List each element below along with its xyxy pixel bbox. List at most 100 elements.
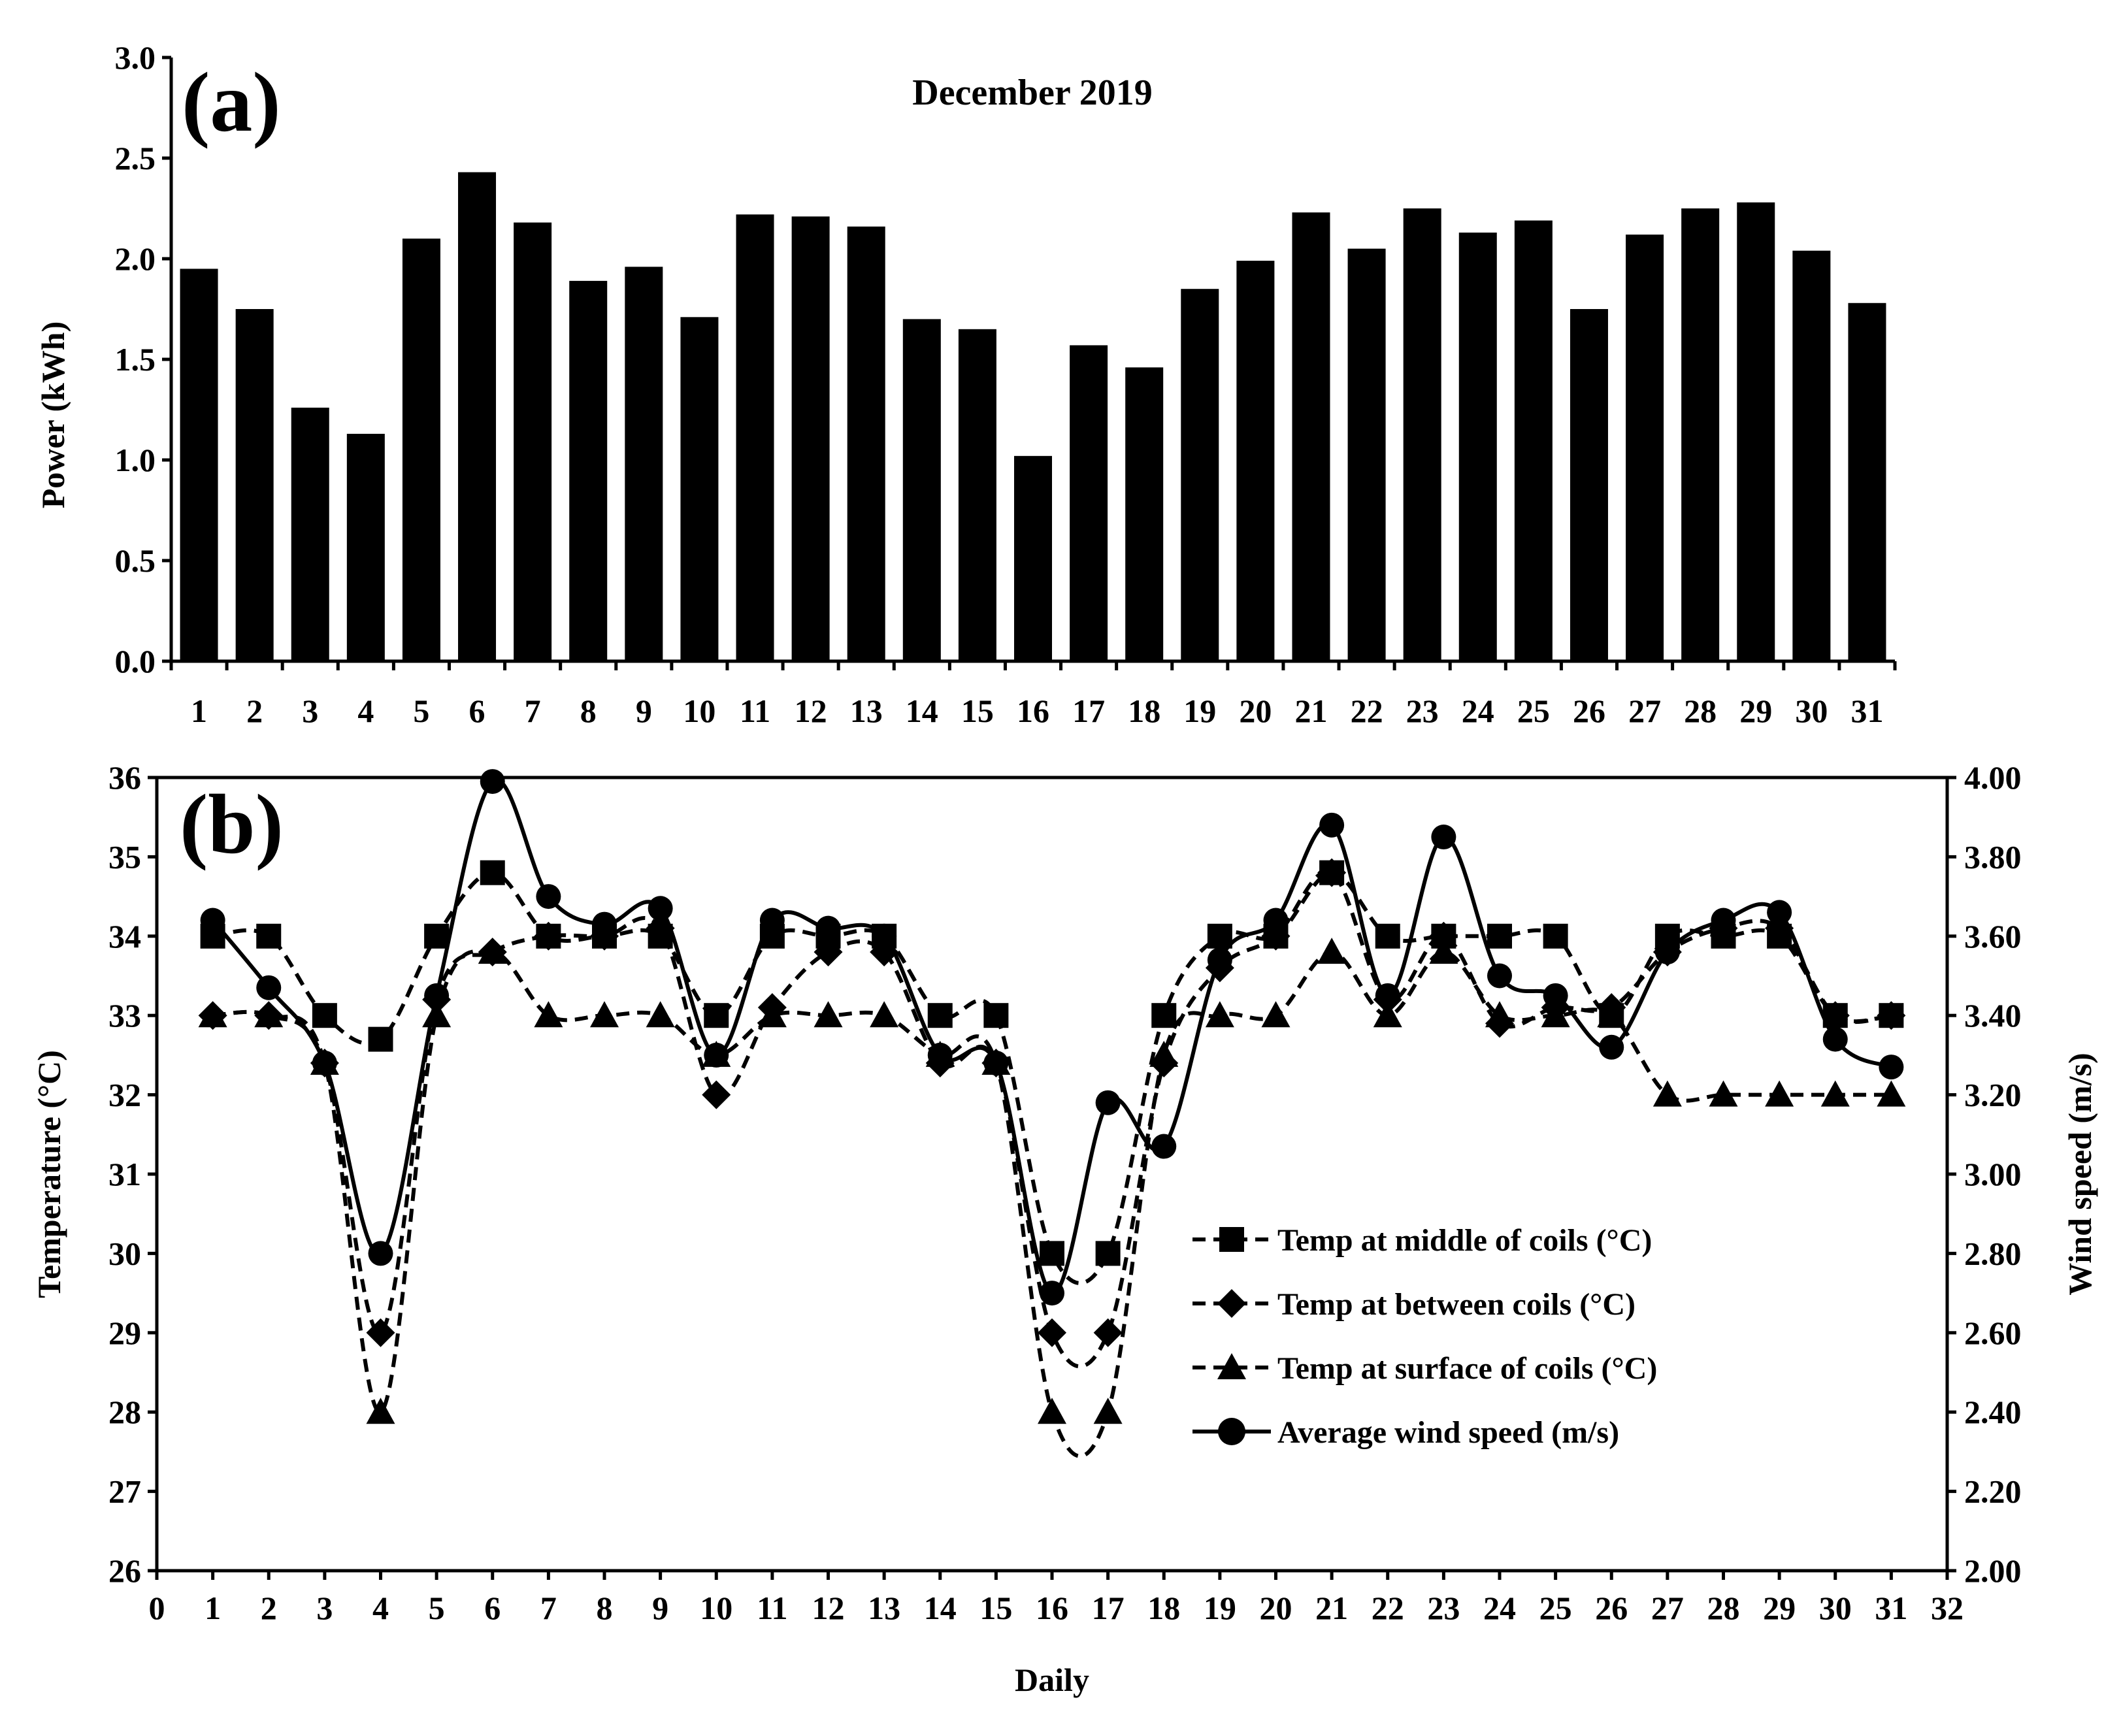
panel-b-right-ytick-label: 2.00 [1964,1552,2022,1589]
panel-b-left-y-ticks: 26 27 28 29 30 31 32 33 34 35 36 [108,759,157,1589]
marker-wind-day-4 [368,1241,393,1266]
panel-a-ytick-label: 0.5 [115,542,156,579]
bar-day-15 [958,329,996,661]
marker-between-day-31 [1877,1001,1906,1030]
panel-b-x-ticks: 0 1 2 3 4 5 6 7 8 9 10 11 12 13 14 15 16 17 18 19 20 21 22 23 24… [149,1571,1964,1626]
panel-b-xtick-label: 27 [1651,1590,1684,1626]
marker-wind-day-10 [704,1042,729,1068]
panel-a-xtick-label: 15 [961,693,994,729]
bar-day-2 [235,309,274,661]
marker-surface-day-9 [646,1001,675,1028]
marker-middle-day-3 [312,1003,337,1028]
panel-b-xtick-label: 5 [429,1590,445,1626]
bar-day-30 [1792,250,1831,661]
panel-a-xtick-label: 28 [1684,693,1717,729]
marker-wind-day-13 [872,923,897,949]
panel-b-right-ytick-label: 2.20 [1964,1473,2022,1510]
bar-day-23 [1403,208,1441,661]
marker-wind-day-1 [200,908,225,933]
panel-b-left-ytick-label: 28 [108,1394,141,1430]
legend-item-between: Temp at between coils (°C) [1192,1287,1636,1322]
panel-a-ytick-label: 1.5 [115,341,156,378]
legend-label-middle: Temp at middle of coils (°C) [1277,1223,1652,1258]
panel-a-ytick-label: 3.0 [115,39,156,76]
marker-between-day-4 [366,1318,395,1347]
bar-day-5 [402,238,440,661]
marker-surface-day-13 [870,1001,899,1028]
panel-b-xtick-label: 1 [205,1590,221,1626]
marker-between-day-12 [814,938,843,967]
panel-b-xtick-label: 14 [924,1590,957,1626]
panel-b-xtick-label: 26 [1595,1590,1628,1626]
marker-middle-day-5 [424,923,450,949]
panel-b-right-ytick-label: 4.00 [1964,759,2022,796]
bar-day-25 [1514,220,1553,662]
panel-b-xtick-label: 24 [1483,1590,1516,1626]
panel-a-xtick-label: 11 [740,693,770,729]
panel-b-left-ytick-label: 35 [108,838,141,875]
marker-wind-day-8 [592,911,617,937]
panel-a-xtick-label: 10 [683,693,715,729]
marker-surface-day-21 [1317,938,1347,964]
marker-surface-day-29 [1765,1080,1794,1107]
panel-a-xtick-label: 16 [1017,693,1049,729]
panel-b-right-ytick-label: 3.00 [1964,1156,2022,1192]
panel-b-left-ytick-label: 33 [108,997,141,1034]
panel-a-xtick-label: 25 [1517,693,1550,729]
marker-middle-day-16 [1040,1241,1064,1266]
marker-wind-day-18 [1151,1134,1177,1159]
marker-wind-day-25 [1543,983,1568,1008]
panel-b-xtick-label: 23 [1427,1590,1460,1626]
panel-a-xtick-label: 14 [906,693,938,729]
panel-a-xtick-label: 21 [1294,693,1327,729]
marker-middle-day-6 [480,860,505,885]
panel-a-xtick-label: 5 [413,693,429,729]
panel-b-ylabel-right: Wind speed (m/s) [2062,1053,2098,1295]
marker-wind-day-12 [815,915,841,941]
marker-surface-day-16 [1038,1398,1066,1424]
marker-between-day-10 [702,1080,731,1109]
marker-between-day-21 [1317,858,1347,887]
marker-middle-day-24 [1487,923,1512,949]
marker-wind-day-23 [1431,825,1456,850]
panel-b-xtick-label: 13 [868,1590,900,1626]
panel-a-xtick-label: 20 [1239,693,1272,729]
marker-wind-day-2 [256,975,282,1000]
panel-b-xtick-label: 31 [1875,1590,1907,1626]
marker-surface-day-12 [814,1001,843,1028]
panel-b-right-ytick-label: 3.40 [1964,997,2022,1034]
legend-label-between: Temp at between coils (°C) [1277,1287,1636,1322]
series-line-middle [212,870,1892,1285]
marker-middle-day-17 [1095,1241,1121,1266]
marker-wind-day-17 [1095,1090,1121,1115]
bar-day-16 [1014,455,1052,661]
panel-a-xtick-label: 24 [1462,693,1494,729]
panel-b-right-ytick-label: 3.20 [1964,1077,2022,1113]
panel-a-xtick-label: 6 [469,693,485,729]
marker-between-day-7 [534,921,563,951]
bar-day-17 [1070,345,1108,661]
panel-b-xtick-label: 6 [484,1590,501,1626]
panel-b-left-ytick-label: 31 [108,1156,141,1192]
bar-day-20 [1236,261,1275,662]
panel-b-legend: Temp at middle of coils (°C) Temp at bet… [1192,1223,1657,1450]
marker-surface-day-6 [478,938,507,964]
panel-b-left-ytick-label: 29 [108,1315,141,1351]
bar-day-19 [1181,289,1219,661]
panel-b-xtick-label: 3 [316,1590,333,1626]
panel-a-xtick-label: 3 [302,693,318,729]
panel-a-xtick-label: 31 [1850,693,1883,729]
marker-surface-day-8 [590,1001,619,1028]
marker-wind-day-11 [759,908,785,933]
panel-a-xtick-label: 19 [1183,693,1216,729]
panel-b-xlabel: Daily [1015,1662,1089,1698]
marker-surface-day-25 [1541,1001,1570,1028]
marker-middle-day-25 [1543,923,1568,949]
marker-middle-day-10 [704,1003,729,1028]
panel-b-xtick-label: 30 [1819,1590,1852,1626]
panel-b-xtick-label: 4 [372,1590,389,1626]
marker-wind-day-27 [1654,940,1680,965]
marker-surface-day-28 [1709,1080,1738,1107]
panel-a-ylabel: Power (kWh) [35,321,71,509]
